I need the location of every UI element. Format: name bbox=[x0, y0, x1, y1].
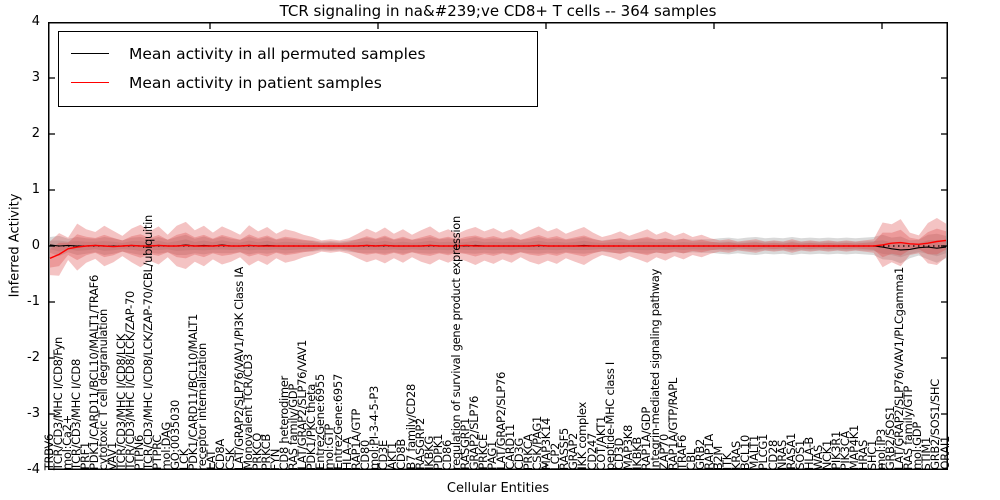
y-tick-label: -3 bbox=[27, 406, 40, 421]
legend-label-permuted: Mean activity in all permuted samples bbox=[129, 44, 426, 63]
legend-entry-permuted: Mean activity in all permuted samples bbox=[71, 39, 527, 68]
x-axis-label: Cellular Entities bbox=[446, 481, 550, 496]
legend-label-patient: Mean activity in patient samples bbox=[129, 73, 382, 92]
x-tick-label: TCR/CD3/MHC I/CD8/LCK/ZAP-70/CBL/ubiquit… bbox=[141, 214, 156, 470]
y-tick-label: 3 bbox=[31, 70, 40, 85]
y-tick-label: 0 bbox=[31, 238, 40, 253]
permuted-band-outer bbox=[50, 233, 946, 264]
chart-title: TCR signaling in na&#239;ve CD8+ T cells… bbox=[279, 2, 717, 20]
black-line-sample-icon bbox=[71, 53, 109, 54]
x-tick-label: ORAI1 bbox=[937, 436, 952, 470]
patient-mean-line bbox=[49, 239, 947, 259]
legend: Mean activity in all permuted samples Me… bbox=[58, 31, 538, 107]
y-tick-label: 4 bbox=[31, 14, 40, 29]
plot-canvas bbox=[48, 21, 948, 471]
red-line-sample-icon bbox=[71, 82, 109, 83]
permuted-band-inner bbox=[50, 239, 946, 258]
patient-band-inner bbox=[50, 228, 946, 268]
y-tick-label: -2 bbox=[27, 350, 40, 365]
y-tick-label: -1 bbox=[27, 294, 40, 309]
legend-entry-patient: Mean activity in patient samples bbox=[71, 68, 527, 97]
y-tick-label: 2 bbox=[31, 126, 40, 141]
plot-area bbox=[48, 21, 948, 471]
patient-band-outer bbox=[50, 218, 946, 276]
y-tick-label: 1 bbox=[31, 182, 40, 197]
y-tick-label: -4 bbox=[27, 462, 40, 477]
